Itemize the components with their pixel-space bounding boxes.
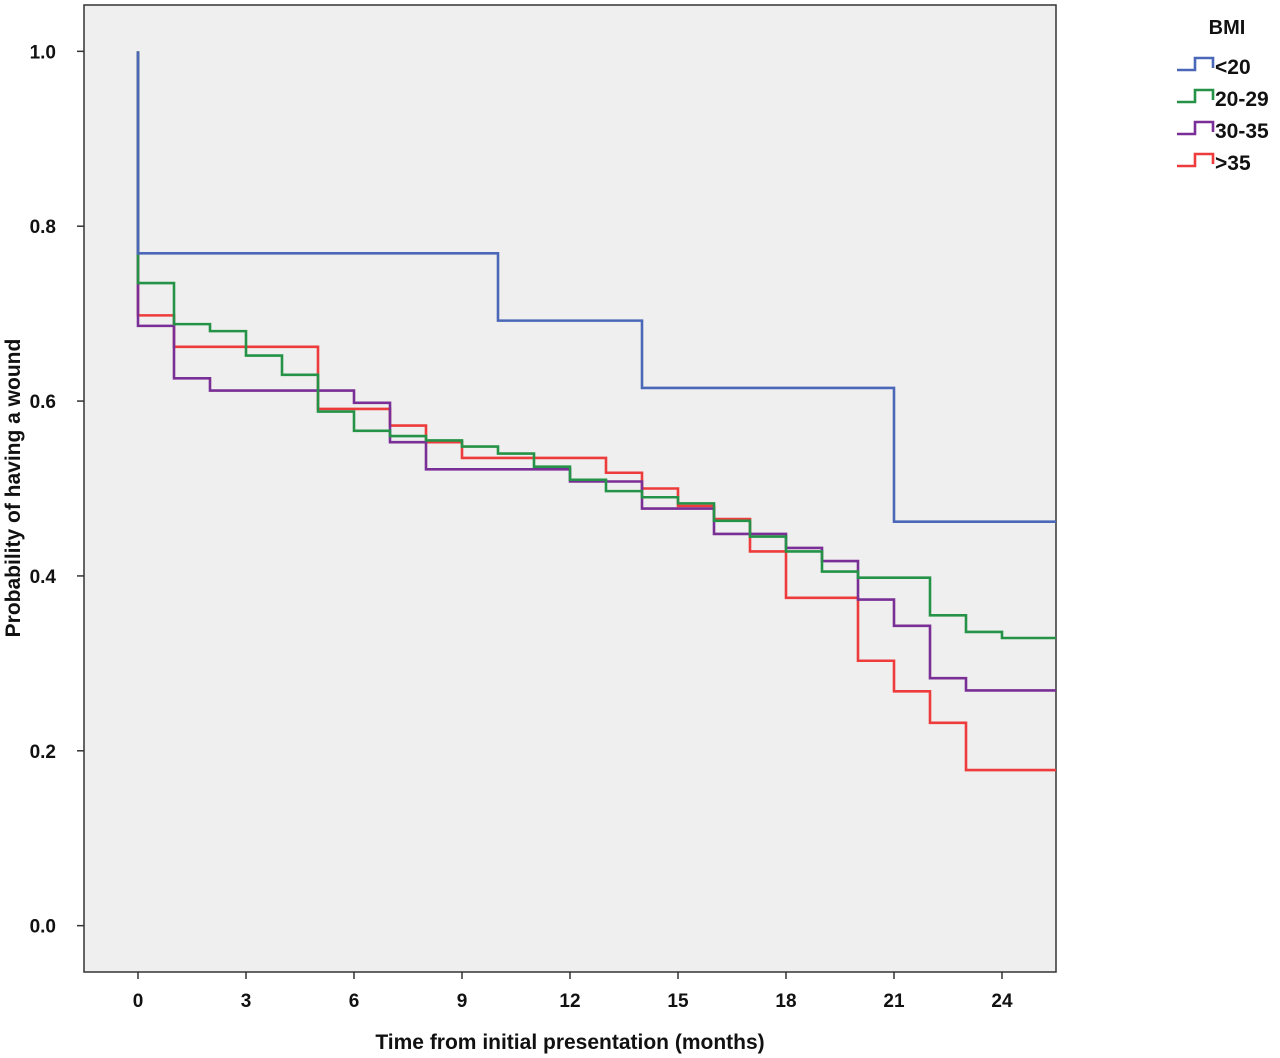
legend-swatch [1177,56,1215,72]
x-tick-label: 0 [133,991,144,1012]
series-line [136,51,1056,772]
legend-title: BMI [1209,17,1246,39]
legend-label: 20-29 [1215,88,1269,111]
series-line [136,51,1056,640]
legend-swatch [1177,88,1215,104]
y-tick-label: 0.8 [30,217,56,238]
series-line [136,51,1056,692]
y-tick-label: 0.2 [30,742,56,763]
y-tick-label: 0.6 [30,392,56,413]
x-axis-title: Time from initial presentation (months) [375,1031,764,1054]
legend-label: 30-35 [1215,120,1269,143]
x-tick-label: 21 [883,991,905,1012]
x-tick-label: 3 [241,991,252,1012]
legend-label: >35 [1215,152,1251,175]
y-axis-title: Probability of having a wound [2,339,25,638]
legend-swatch [1177,152,1215,168]
legend: BMI <20 20-29 30-35 >35 [1177,17,1269,175]
legend-swatch [1177,120,1215,136]
x-tick-label: 24 [991,991,1013,1012]
x-tick-label: 9 [457,991,468,1012]
y-axis: 0.0 0.2 0.4 0.6 0.8 1.0 [30,42,84,938]
x-axis: 0 3 6 9 12 15 18 21 24 [133,972,1013,1012]
x-tick-label: 6 [349,991,360,1012]
legend-label: <20 [1215,56,1251,79]
series-line [136,51,1056,524]
x-tick-label: 18 [775,991,796,1012]
x-tick-label: 15 [667,991,689,1012]
y-tick-label: 0.4 [30,567,57,588]
x-tick-label: 12 [559,991,580,1012]
y-tick-label: 0.0 [30,917,56,938]
y-tick-label: 1.0 [30,42,56,63]
series-lines [136,51,1056,772]
plot-area [83,4,1057,973]
